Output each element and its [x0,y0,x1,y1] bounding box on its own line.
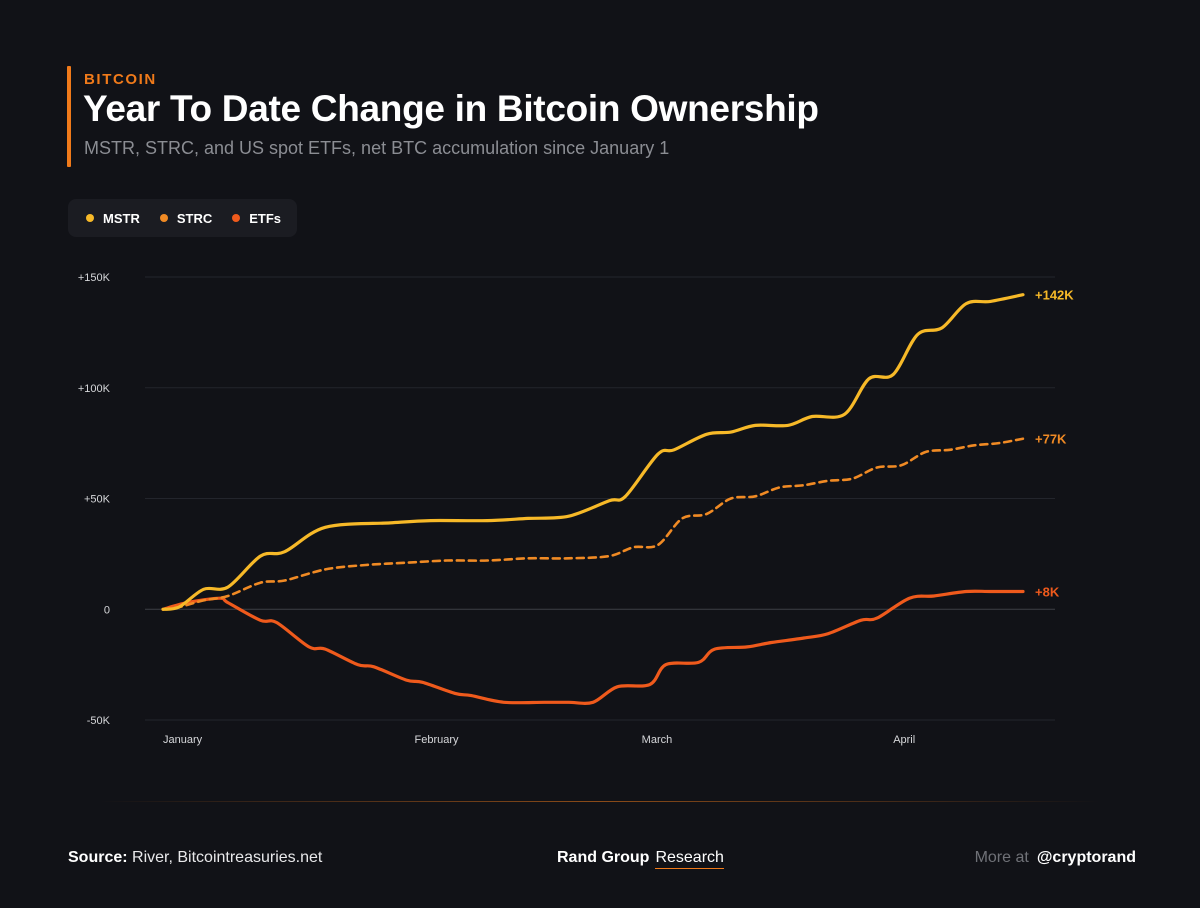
y-tick-label: +100K [78,383,111,395]
series-line-etfs [161,589,1025,705]
y-tick-label: 0 [104,604,110,616]
page-subtitle: MSTR, STRC, and US spot ETFs, net BTC ac… [84,138,670,158]
brand-name: Rand Group [557,849,650,866]
legend-label-etfs: ETFs [249,210,282,226]
source-label: Source: [68,849,128,866]
end-value-label-mstr: +142K [1035,288,1074,303]
chart-legend: MSTR STRC ETFs [68,199,298,237]
x-tick-label: April [893,734,915,746]
series-line-mstr [161,293,1025,611]
eyebrow-label: BITCOIN [84,71,157,88]
y-tick-label: -50K [87,715,111,727]
brand-research-link[interactable]: Research [655,849,724,869]
source-text: River, Bitcointreasuries.net [132,849,323,866]
legend-dot-icon [159,214,168,222]
footer-divider [100,801,1100,802]
legend-dot-icon [86,214,94,222]
end-value-label-strc: +77K [1035,432,1067,447]
x-tick-label: January [163,734,203,746]
footer-brand: Rand Group Research [557,849,724,869]
series-line-strc [161,437,1025,611]
social-handle-link[interactable]: @cryptorand [1036,849,1136,866]
x-tick-label: March [642,734,673,746]
legend-item-mstr: MSTR [86,211,140,226]
more-label: More at [974,849,1029,866]
legend-item-strc: STRC [159,210,213,226]
legend-dot-icon [232,214,241,222]
x-tick-label: February [415,734,460,746]
y-tick-label: +150K [78,272,111,284]
y-tick-label: +50K [84,494,111,506]
end-value-label-etfs: +8K [1035,585,1060,600]
legend-item-etfs: ETFs [232,211,281,226]
footer-more: More at @cryptorand [975,849,1136,867]
header-accent-bar [67,66,71,167]
page-title: Year To Date Change in Bitcoin Ownership [83,88,819,129]
legend-label-strc: STRC [176,210,213,226]
footer-source: Source: River, Bitcointreasuries.net [68,849,322,867]
legend-label-mstr: MSTR [103,210,140,226]
